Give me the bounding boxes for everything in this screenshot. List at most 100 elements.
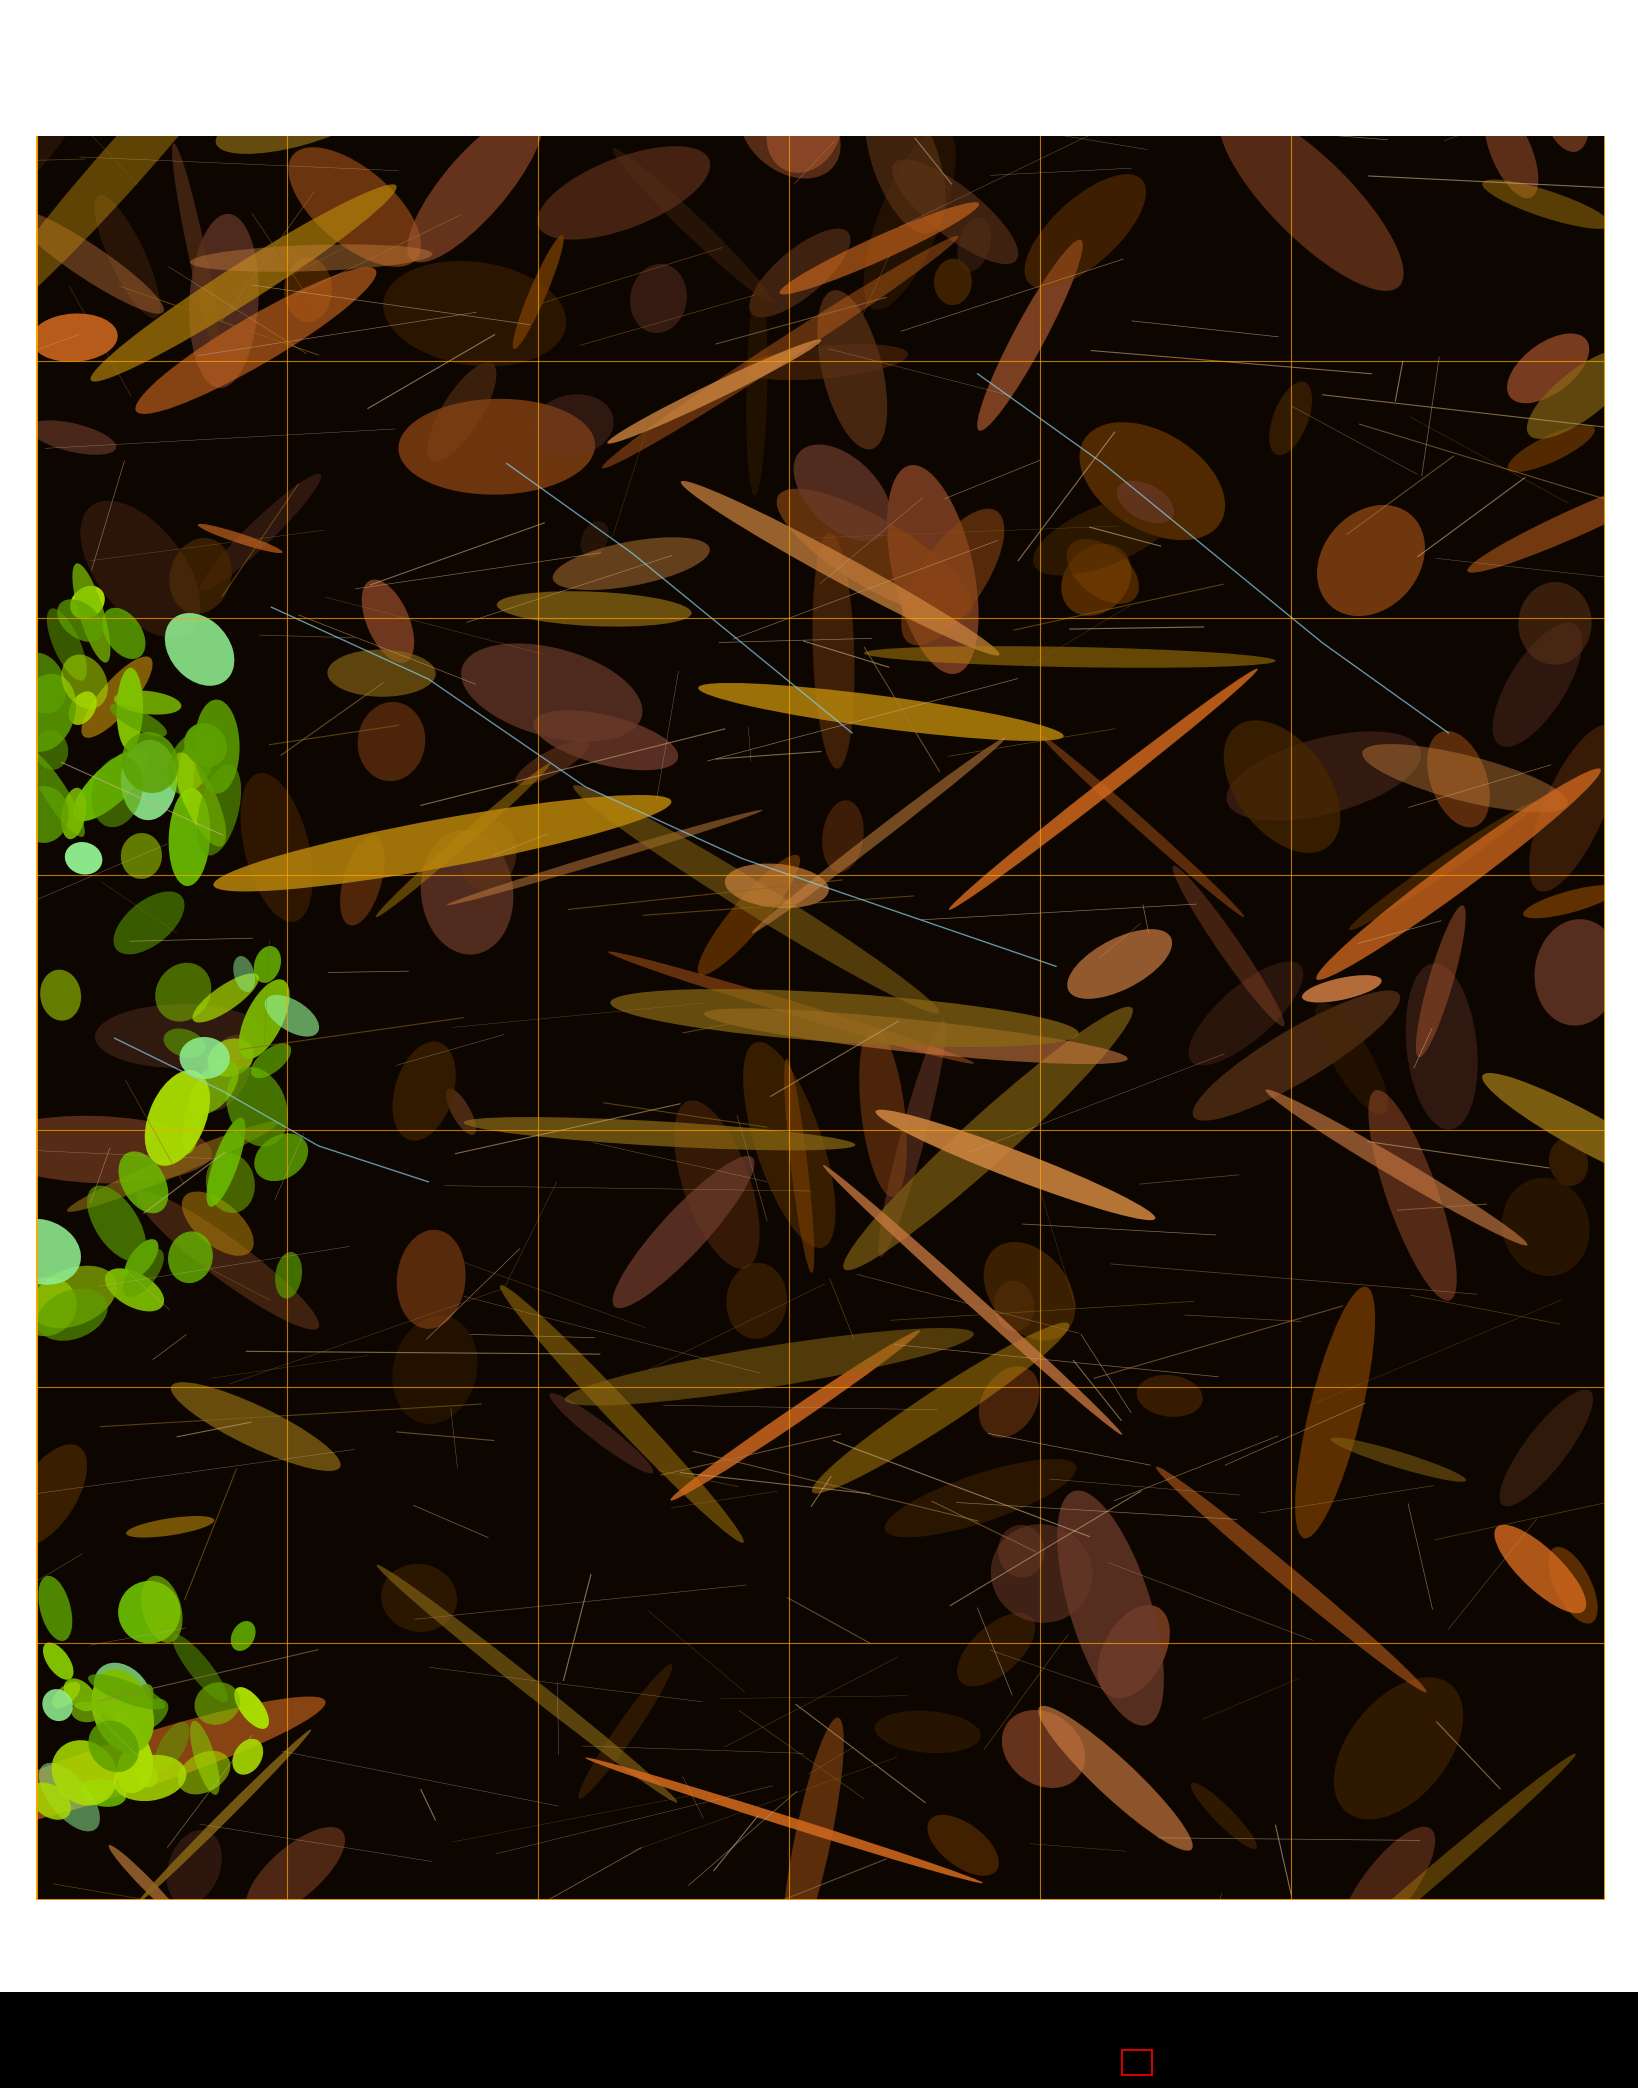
Ellipse shape [362, 580, 414, 662]
Ellipse shape [1040, 735, 1245, 917]
Ellipse shape [1032, 495, 1178, 576]
Ellipse shape [785, 1059, 814, 1274]
Ellipse shape [197, 764, 241, 856]
Ellipse shape [1117, 480, 1174, 524]
Ellipse shape [254, 946, 282, 983]
Ellipse shape [90, 184, 396, 382]
Ellipse shape [863, 645, 1276, 668]
Ellipse shape [608, 952, 975, 1063]
Ellipse shape [121, 733, 179, 793]
Ellipse shape [739, 84, 840, 177]
Ellipse shape [174, 752, 226, 848]
Ellipse shape [88, 1675, 165, 1710]
Ellipse shape [1188, 960, 1304, 1065]
Ellipse shape [169, 787, 210, 885]
Ellipse shape [251, 1044, 292, 1077]
Ellipse shape [793, 445, 891, 541]
Ellipse shape [357, 702, 426, 781]
Ellipse shape [95, 1004, 267, 1069]
Ellipse shape [776, 489, 973, 618]
Ellipse shape [383, 261, 567, 365]
Ellipse shape [421, 829, 513, 954]
Ellipse shape [1502, 1178, 1590, 1276]
Text: The National Map: The National Map [752, 48, 821, 56]
Ellipse shape [812, 532, 855, 768]
Ellipse shape [123, 1249, 164, 1297]
Ellipse shape [198, 1034, 252, 1111]
Ellipse shape [88, 1721, 139, 1773]
Text: US Route: US Route [1360, 1973, 1391, 1977]
Ellipse shape [550, 1393, 654, 1474]
Ellipse shape [1492, 622, 1582, 748]
Bar [1600, 2004, 1604, 2080]
Text: 4WD: 4WD [1360, 1944, 1376, 1948]
Ellipse shape [34, 731, 69, 770]
Ellipse shape [156, 963, 211, 1021]
Ellipse shape [934, 259, 971, 305]
Ellipse shape [254, 1134, 308, 1182]
Ellipse shape [183, 1084, 205, 1155]
Ellipse shape [170, 1382, 341, 1470]
Ellipse shape [1296, 1286, 1376, 1539]
Ellipse shape [233, 1739, 264, 1775]
Ellipse shape [29, 1265, 116, 1328]
Ellipse shape [169, 1232, 213, 1284]
Ellipse shape [1079, 422, 1225, 541]
Ellipse shape [216, 86, 380, 155]
Ellipse shape [1363, 743, 1568, 812]
Ellipse shape [1173, 867, 1284, 1027]
Ellipse shape [957, 1612, 1035, 1687]
Ellipse shape [500, 1284, 744, 1543]
Ellipse shape [1530, 725, 1620, 892]
Ellipse shape [66, 841, 102, 875]
Ellipse shape [110, 704, 167, 737]
Text: U.S. DEPARTMENT OF THE INTERIOR: U.S. DEPARTMENT OF THE INTERIOR [213, 54, 411, 63]
Ellipse shape [780, 203, 980, 294]
Ellipse shape [994, 1280, 1034, 1330]
Ellipse shape [608, 340, 821, 443]
Ellipse shape [0, 1115, 211, 1184]
Ellipse shape [1494, 1524, 1586, 1614]
Ellipse shape [64, 1679, 97, 1712]
Ellipse shape [1057, 1491, 1165, 1725]
Ellipse shape [183, 722, 228, 766]
Ellipse shape [462, 643, 642, 741]
Ellipse shape [875, 1109, 1155, 1219]
Ellipse shape [752, 737, 1006, 933]
Text: Interstate Route: Interstate Route [1147, 1973, 1202, 1977]
Ellipse shape [95, 194, 161, 317]
Ellipse shape [198, 524, 283, 553]
Ellipse shape [177, 1752, 231, 1794]
Ellipse shape [670, 1330, 921, 1501]
Ellipse shape [144, 1069, 210, 1165]
Ellipse shape [61, 787, 87, 839]
Ellipse shape [179, 745, 195, 804]
Ellipse shape [241, 773, 313, 923]
Ellipse shape [61, 654, 108, 708]
Ellipse shape [72, 1702, 102, 1723]
Ellipse shape [126, 1698, 169, 1733]
Bar [1517, 2004, 1520, 2080]
Ellipse shape [74, 748, 149, 821]
Ellipse shape [747, 280, 768, 495]
Ellipse shape [116, 1743, 152, 1794]
Text: USGS: USGS [36, 56, 66, 65]
Ellipse shape [398, 399, 595, 495]
Ellipse shape [496, 591, 691, 626]
Text: UTAH: UTAH [1328, 69, 1358, 77]
Ellipse shape [52, 1739, 118, 1806]
Ellipse shape [878, 1019, 947, 1257]
Ellipse shape [182, 1192, 254, 1255]
Ellipse shape [552, 537, 709, 591]
Ellipse shape [1068, 929, 1173, 998]
Ellipse shape [1317, 768, 1600, 979]
Text: CATHEDRAL MOUNTAIN QUADRANGLE: CATHEDRAL MOUNTAIN QUADRANGLE [1212, 40, 1474, 52]
Ellipse shape [1548, 1547, 1597, 1624]
Ellipse shape [377, 1564, 676, 1802]
Ellipse shape [408, 109, 544, 263]
Bar [33, 31, 69, 90]
Ellipse shape [57, 599, 103, 641]
Ellipse shape [1415, 906, 1466, 1057]
Ellipse shape [812, 1322, 1070, 1493]
Ellipse shape [1482, 1073, 1638, 1190]
